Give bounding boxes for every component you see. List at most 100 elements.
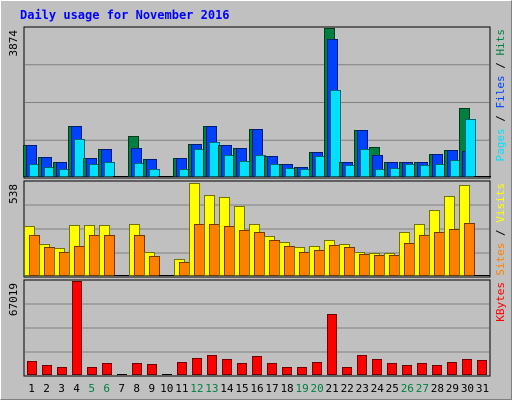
x-tick-label: 4 (73, 382, 80, 395)
bar-kbytes-day-1 (27, 361, 37, 375)
bar-sites-day-4 (74, 246, 85, 276)
panel-visits-sites: 538 Sites / Visits (7, 180, 507, 278)
bar-kbytes-day-29 (447, 362, 457, 375)
x-tick-label: 12 (190, 382, 203, 395)
bar-kbytes-day-2 (42, 365, 52, 375)
bar-kbytes-day-4 (72, 281, 82, 375)
bar-sites-day-18 (284, 246, 295, 276)
x-tick-label: 13 (205, 382, 218, 395)
bar-sites-day-6 (104, 235, 115, 276)
bar-sites-day-30 (464, 223, 475, 276)
bar-sites-day-3 (59, 252, 70, 276)
series-label: KBytes (494, 282, 507, 322)
bar-pages-day-15 (239, 161, 250, 177)
bar-pages-day-9 (149, 169, 160, 177)
panel-kbytes: 67019 KBytes (7, 279, 507, 377)
x-tick-label: 22 (341, 382, 354, 395)
bar-kbytes-day-6 (102, 363, 112, 375)
series-label-kbytes: KBytes (494, 282, 507, 322)
series-label-hits: Hits (494, 29, 507, 56)
x-tick-label: 29 (446, 382, 459, 395)
bar-sites-day-2 (44, 247, 55, 276)
bar-sites-day-27 (419, 235, 430, 276)
series-label: Sites / Visits (494, 183, 507, 276)
bar-sites-day-9 (149, 256, 160, 276)
bar-sites-day-16 (254, 232, 265, 276)
bar-sites-day-11 (179, 262, 190, 276)
x-tick-label: 5 (88, 382, 95, 395)
bar-kbytes-day-28 (432, 365, 442, 375)
bar-kbytes-day-12 (192, 358, 202, 375)
x-tick-label: 31 (476, 382, 489, 395)
x-tick-label: 14 (220, 382, 234, 395)
bar-sites-day-14 (224, 226, 235, 276)
x-tick-label: 20 (311, 382, 324, 395)
bar-kbytes-day-14 (222, 359, 232, 375)
series-label-pages: Pages (494, 128, 507, 161)
series-label-files: Files (494, 75, 507, 108)
bar-sites-day-26 (404, 243, 415, 276)
bar-kbytes-day-3 (57, 367, 67, 375)
bar-kbytes-day-21 (327, 314, 337, 375)
bar-sites-day-12 (194, 224, 205, 276)
x-tick-label: 15 (235, 382, 248, 395)
x-tick-label: 24 (371, 382, 385, 395)
x-tick-label: 16 (250, 382, 263, 395)
bar-kbytes-day-17 (267, 363, 277, 375)
bar-kbytes-day-16 (252, 356, 262, 375)
chart-title: Daily usage for November 2016 (20, 8, 230, 22)
bar-kbytes-day-23 (357, 355, 367, 375)
x-tick-label: 1 (28, 382, 35, 395)
bar-kbytes-day-24 (372, 359, 382, 375)
bar-kbytes-day-5 (87, 367, 97, 375)
bar-sites-day-22 (344, 247, 355, 276)
bar-kbytes-day-30 (462, 359, 472, 375)
bar-sites-day-29 (449, 229, 460, 276)
series-label-separator: / (494, 223, 507, 243)
series-label-visits: Visits (494, 183, 507, 223)
y-axis-max-label: 538 (7, 184, 20, 204)
x-tick-label: 18 (280, 382, 293, 395)
bar-kbytes-day-13 (207, 355, 217, 375)
bar-sites-day-25 (389, 255, 400, 276)
x-tick-label: 19 (295, 382, 308, 395)
bar-kbytes-day-11 (177, 362, 187, 375)
bar-sites-day-8 (134, 235, 145, 276)
bar-kbytes-day-19 (297, 367, 307, 375)
x-tick-label: 11 (175, 382, 188, 395)
bar-sites-day-20 (314, 250, 325, 276)
bar-sites-day-21 (329, 245, 340, 276)
bar-sites-day-5 (89, 235, 100, 276)
x-tick-label: 7 (118, 382, 125, 395)
bar-kbytes-day-31 (477, 360, 487, 375)
x-tick-label: 25 (386, 382, 399, 395)
bar-kbytes-day-8 (132, 363, 142, 375)
bar-sites-day-23 (359, 254, 370, 276)
bar-pages-day-21 (330, 90, 341, 177)
series-label-separator: / (494, 109, 507, 129)
bar-sites-day-19 (299, 252, 310, 276)
bar-kbytes-day-18 (282, 367, 292, 375)
y-axis-max-label: 67019 (7, 283, 20, 316)
y-axis-max-label: 3874 (7, 30, 20, 57)
x-tick-label: 27 (416, 382, 429, 395)
bar-kbytes-day-15 (237, 363, 247, 375)
bar-kbytes-day-27 (417, 363, 427, 375)
x-tick-label: 10 (160, 382, 173, 395)
x-tick-label: 2 (43, 382, 50, 395)
series-label: Pages / Files / Hits (494, 29, 507, 162)
bar-pages-day-30 (465, 119, 476, 177)
x-tick-label: 6 (103, 382, 110, 395)
bar-sites-day-17 (269, 240, 280, 276)
bar-sites-day-1 (29, 235, 40, 276)
bar-kbytes-day-25 (387, 363, 397, 375)
bar-sites-day-13 (209, 224, 220, 276)
series-label-separator: / (494, 56, 507, 76)
bar-kbytes-day-20 (312, 362, 322, 375)
bar-pages-day-6 (104, 162, 115, 177)
x-tick-label: 30 (461, 382, 474, 395)
x-tick-label: 26 (401, 382, 414, 395)
